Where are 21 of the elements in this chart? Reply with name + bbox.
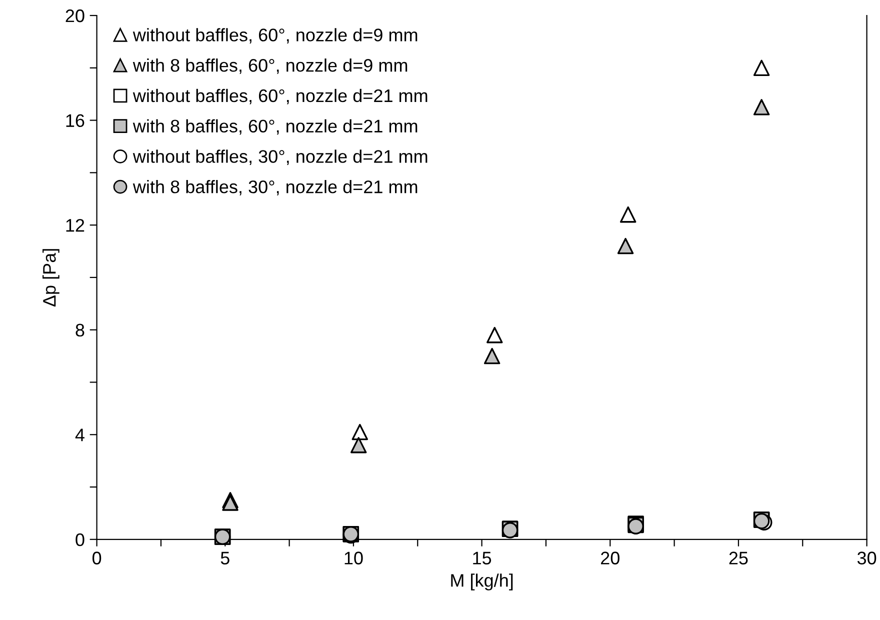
x-tick-label: 5 (220, 552, 230, 564)
legend-label: without baffles, 30°, nozzle d=21 mm (132, 150, 428, 166)
y-tick-label: 16 (66, 114, 84, 127)
y-axis-title: Δp [Pa] (42, 249, 60, 307)
legend-label: with 8 baffles, 30°, nozzle d=21 mm (132, 180, 418, 196)
x-tick-label: 25 (729, 552, 748, 564)
x-axis-title: M [kg/h] (451, 574, 513, 590)
x-tick-label: 15 (473, 552, 492, 564)
legend-label: with 8 baffles, 60°, nozzle d=9 mm (132, 58, 408, 74)
x-tick-label: 30 (857, 552, 876, 564)
legend-label: with 8 baffles, 60°, nozzle d=21 mm (132, 119, 418, 135)
y-tick-label: 4 (75, 428, 84, 442)
y-tick-label: 20 (66, 9, 84, 22)
y-tick-label: 12 (66, 218, 84, 232)
y-tick-label: 0 (76, 533, 84, 546)
x-tick-label: 10 (344, 552, 363, 564)
x-tick-label: 0 (92, 552, 102, 564)
legend-label: without baffles, 60°, nozzle d=9 mm (132, 28, 418, 44)
y-tick-label: 8 (76, 324, 84, 337)
x-tick-label: 20 (601, 552, 620, 564)
legend-label: without baffles, 60°, nozzle d=21 mm (132, 88, 428, 104)
